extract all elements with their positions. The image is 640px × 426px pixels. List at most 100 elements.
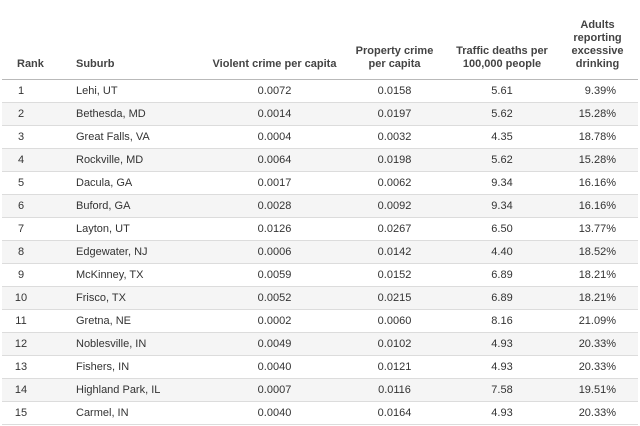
cell-suburb: Noblesville, IN: [62, 332, 207, 356]
cell-rank: 1: [2, 79, 62, 103]
cell-property-crime: 0.0062: [342, 171, 447, 195]
header-traffic-deaths: Traffic deaths per 100,000 people: [447, 0, 557, 80]
cell-rank: 11: [2, 309, 62, 333]
cell-excessive-drinking: 18.78%: [557, 125, 638, 149]
cell-rank: 9: [2, 263, 62, 287]
cell-suburb: Bethesda, MD: [62, 102, 207, 126]
cell-violent-crime: 0.0059: [207, 263, 342, 287]
table-row: 4 Rockville, MD 0.0064 0.0198 5.62 15.28%: [2, 148, 638, 172]
cell-property-crime: 0.0032: [342, 125, 447, 149]
table-row: 7 Layton, UT 0.0126 0.0267 6.50 13.77%: [2, 217, 638, 241]
cell-property-crime: 0.0102: [342, 332, 447, 356]
cell-property-crime: 0.0164: [342, 401, 447, 425]
cell-suburb: Layton, UT: [62, 217, 207, 241]
cell-violent-crime: 0.0064: [207, 148, 342, 172]
table-header: Rank Suburb Violent crime per capita Pro…: [2, 0, 638, 80]
header-rank: Rank: [2, 0, 62, 80]
cell-property-crime: 0.0116: [342, 378, 447, 402]
table-row: 5 Dacula, GA 0.0017 0.0062 9.34 16.16%: [2, 171, 638, 195]
cell-traffic-deaths: 4.93: [447, 355, 557, 379]
cell-property-crime: 0.0121: [342, 355, 447, 379]
cell-property-crime: 0.0092: [342, 194, 447, 218]
cell-traffic-deaths: 4.35: [447, 125, 557, 149]
cell-traffic-deaths: 9.34: [447, 194, 557, 218]
header-property-crime: Property crime per capita: [342, 0, 447, 80]
table-row: 3 Great Falls, VA 0.0004 0.0032 4.35 18.78%: [2, 125, 638, 149]
cell-rank: 4: [2, 148, 62, 172]
cell-traffic-deaths: 5.62: [447, 148, 557, 172]
cell-traffic-deaths: 7.58: [447, 378, 557, 402]
table-row: 10 Frisco, TX 0.0052 0.0215 6.89 18.21%: [2, 286, 638, 310]
cell-violent-crime: 0.0040: [207, 355, 342, 379]
cell-traffic-deaths: 9.34: [447, 171, 557, 195]
cell-violent-crime: 0.0049: [207, 332, 342, 356]
cell-suburb: Rockville, MD: [62, 148, 207, 172]
header-violent-crime: Violent crime per capita: [207, 0, 342, 80]
cell-suburb: Buford, GA: [62, 194, 207, 218]
cell-violent-crime: 0.0002: [207, 309, 342, 333]
cell-traffic-deaths: 4.40: [447, 240, 557, 264]
cell-excessive-drinking: 18.52%: [557, 240, 638, 264]
cell-rank: 5: [2, 171, 62, 195]
cell-excessive-drinking: 18.21%: [557, 263, 638, 287]
table-row: 8 Edgewater, NJ 0.0006 0.0142 4.40 18.52%: [2, 240, 638, 264]
table-row: 11 Gretna, NE 0.0002 0.0060 8.16 21.09%: [2, 309, 638, 333]
cell-rank: 12: [2, 332, 62, 356]
cell-property-crime: 0.0215: [342, 286, 447, 310]
cell-excessive-drinking: 19.51%: [557, 378, 638, 402]
cell-suburb: Great Falls, VA: [62, 125, 207, 149]
cell-suburb: Carmel, IN: [62, 401, 207, 425]
cell-traffic-deaths: 5.62: [447, 102, 557, 126]
header-excessive-drinking: Adults reporting excessive drinking: [557, 0, 638, 80]
cell-rank: 8: [2, 240, 62, 264]
cell-rank: 10: [2, 286, 62, 310]
cell-excessive-drinking: 21.09%: [557, 309, 638, 333]
cell-suburb: Fishers, IN: [62, 355, 207, 379]
cell-suburb: Edgewater, NJ: [62, 240, 207, 264]
cell-property-crime: 0.0142: [342, 240, 447, 264]
cell-excessive-drinking: 20.33%: [557, 355, 638, 379]
cell-rank: 7: [2, 217, 62, 241]
cell-excessive-drinking: 16.16%: [557, 194, 638, 218]
table-row: 6 Buford, GA 0.0028 0.0092 9.34 16.16%: [2, 194, 638, 218]
cell-property-crime: 0.0158: [342, 79, 447, 103]
table-row: 2 Bethesda, MD 0.0014 0.0197 5.62 15.28%: [2, 102, 638, 126]
cell-violent-crime: 0.0006: [207, 240, 342, 264]
cell-traffic-deaths: 4.93: [447, 401, 557, 425]
cell-suburb: Lehi, UT: [62, 79, 207, 103]
cell-excessive-drinking: 15.28%: [557, 102, 638, 126]
cell-excessive-drinking: 13.77%: [557, 217, 638, 241]
cell-property-crime: 0.0060: [342, 309, 447, 333]
cell-traffic-deaths: 6.89: [447, 286, 557, 310]
cell-rank: 15: [2, 401, 62, 425]
cell-violent-crime: 0.0126: [207, 217, 342, 241]
cell-traffic-deaths: 6.89: [447, 263, 557, 287]
cell-property-crime: 0.0267: [342, 217, 447, 241]
header-row: Rank Suburb Violent crime per capita Pro…: [2, 0, 638, 80]
table-row: 15 Carmel, IN 0.0040 0.0164 4.93 20.33%: [2, 401, 638, 425]
cell-suburb: Highland Park, IL: [62, 378, 207, 402]
cell-traffic-deaths: 5.61: [447, 79, 557, 103]
table-row: 1 Lehi, UT 0.0072 0.0158 5.61 9.39%: [2, 79, 638, 103]
table-row: 9 McKinney, TX 0.0059 0.0152 6.89 18.21%: [2, 263, 638, 287]
cell-violent-crime: 0.0040: [207, 401, 342, 425]
cell-excessive-drinking: 20.33%: [557, 401, 638, 425]
cell-violent-crime: 0.0028: [207, 194, 342, 218]
cell-violent-crime: 0.0072: [207, 79, 342, 103]
cell-violent-crime: 0.0004: [207, 125, 342, 149]
cell-traffic-deaths: 8.16: [447, 309, 557, 333]
cell-rank: 14: [2, 378, 62, 402]
cell-traffic-deaths: 4.93: [447, 332, 557, 356]
cell-property-crime: 0.0198: [342, 148, 447, 172]
cell-violent-crime: 0.0014: [207, 102, 342, 126]
cell-rank: 13: [2, 355, 62, 379]
cell-violent-crime: 0.0017: [207, 171, 342, 195]
cell-excessive-drinking: 9.39%: [557, 79, 638, 103]
cell-excessive-drinking: 18.21%: [557, 286, 638, 310]
table-row: 13 Fishers, IN 0.0040 0.0121 4.93 20.33%: [2, 355, 638, 379]
cell-rank: 3: [2, 125, 62, 149]
table-row: 12 Noblesville, IN 0.0049 0.0102 4.93 20.33%: [2, 332, 638, 356]
table-body: 1 Lehi, UT 0.0072 0.0158 5.61 9.39% 2 Bethesda,…: [2, 79, 638, 425]
